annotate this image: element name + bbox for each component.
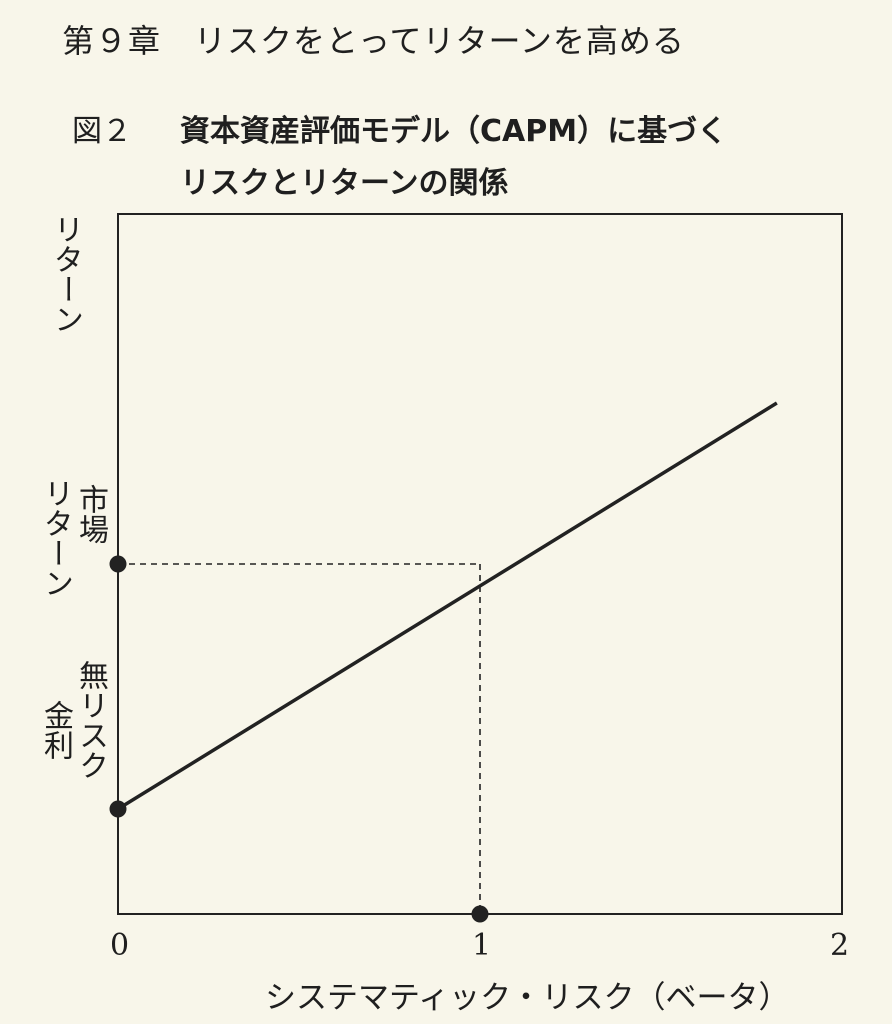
data-point-0 xyxy=(109,800,127,818)
x-tick-0: 0 xyxy=(110,928,130,963)
figure-title: 資本資産評価モデル（CAPM）に基づく リスクとリターンの関係 xyxy=(180,106,840,210)
point-layer xyxy=(109,555,489,923)
market-return-label-line-2: リターン xyxy=(38,478,73,598)
market-return-label-line-1: 市場 xyxy=(73,484,108,544)
data-point-2 xyxy=(471,905,489,923)
risk-free-label-line-1: 無リスク xyxy=(73,660,108,780)
figure-number: 図２ xyxy=(72,114,132,149)
risk-free-label-line-2: 金利 xyxy=(38,700,73,760)
data-point-1 xyxy=(109,555,127,573)
y-axis-label: リターン xyxy=(48,214,83,334)
x-tick-1: 1 xyxy=(472,928,492,963)
sml-line-0 xyxy=(117,401,778,811)
x-axis-label: システマティック・リスク（ベータ） xyxy=(265,980,790,1016)
figure-title-line-2: リスクとリターンの関係 xyxy=(180,166,509,201)
chapter-heading: 第９章 リスクをとってリターンを高める xyxy=(62,22,685,60)
x-tick-2: 2 xyxy=(830,928,850,963)
figure-title-line-1: 資本資産評価モデル（CAPM）に基づく xyxy=(180,114,728,149)
series-layer xyxy=(117,401,778,811)
